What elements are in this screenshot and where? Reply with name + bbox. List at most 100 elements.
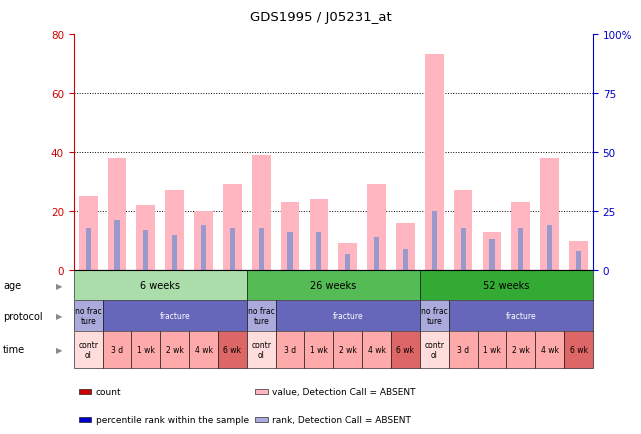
Bar <box>304 331 333 368</box>
Bar <box>103 301 247 331</box>
Bar <box>247 301 276 331</box>
Text: rank, Detection Call = ABSENT: rank, Detection Call = ABSENT <box>272 415 411 424</box>
Text: 6 wk: 6 wk <box>569 345 588 354</box>
Text: ▶: ▶ <box>56 345 63 354</box>
Bar <box>229 228 235 270</box>
Bar <box>276 331 304 368</box>
Bar <box>252 155 271 270</box>
Text: no frac
ture: no frac ture <box>248 306 274 325</box>
Text: protocol: protocol <box>3 311 43 321</box>
Text: contr
ol: contr ol <box>424 340 444 359</box>
Bar <box>258 228 264 270</box>
Text: fracture: fracture <box>333 311 363 320</box>
Bar <box>460 228 466 270</box>
Bar <box>281 203 299 270</box>
Bar <box>367 185 386 270</box>
Text: percentile rank within the sample: percentile rank within the sample <box>96 415 249 424</box>
Bar <box>374 237 379 270</box>
Bar <box>547 226 553 270</box>
Bar <box>512 203 530 270</box>
Text: 3 d: 3 d <box>457 345 469 354</box>
Text: count: count <box>96 387 121 396</box>
Bar <box>569 241 588 270</box>
Bar <box>483 232 501 270</box>
Text: fracture: fracture <box>160 311 190 320</box>
Bar <box>449 331 478 368</box>
Bar <box>338 244 357 270</box>
Text: ▶: ▶ <box>56 311 63 320</box>
Bar <box>506 331 535 368</box>
Text: 26 weeks: 26 weeks <box>310 281 356 291</box>
Bar <box>223 185 242 270</box>
Text: no frac
ture: no frac ture <box>75 306 101 325</box>
Bar <box>420 301 449 331</box>
Text: age: age <box>3 281 21 291</box>
Bar <box>535 331 564 368</box>
Bar <box>310 200 328 270</box>
Text: 52 weeks: 52 weeks <box>483 281 529 291</box>
Text: 4 wk: 4 wk <box>540 345 559 354</box>
Bar <box>79 418 92 422</box>
Bar <box>403 249 408 270</box>
Bar <box>431 211 437 270</box>
Text: 3 d: 3 d <box>111 345 123 354</box>
Bar <box>425 56 444 270</box>
Text: 1 wk: 1 wk <box>310 345 328 354</box>
Text: ▶: ▶ <box>56 281 63 290</box>
Bar <box>255 389 268 394</box>
Bar <box>165 191 184 270</box>
Text: 1 wk: 1 wk <box>137 345 154 354</box>
Bar <box>255 418 268 422</box>
Bar <box>247 331 276 368</box>
Bar <box>189 331 218 368</box>
Bar <box>576 252 581 270</box>
Text: 2 wk: 2 wk <box>339 345 356 354</box>
Bar <box>276 301 420 331</box>
Bar <box>362 331 391 368</box>
Bar <box>131 331 160 368</box>
Bar <box>103 331 131 368</box>
Bar <box>391 331 420 368</box>
Bar <box>194 211 213 270</box>
Text: contr
ol: contr ol <box>78 340 98 359</box>
Bar <box>74 301 103 331</box>
Bar <box>449 301 593 331</box>
Text: 4 wk: 4 wk <box>367 345 386 354</box>
Text: 4 wk: 4 wk <box>194 345 213 354</box>
Bar <box>160 331 189 368</box>
Text: 6 wk: 6 wk <box>396 345 415 354</box>
Bar <box>85 228 91 270</box>
Text: fracture: fracture <box>506 311 536 320</box>
Text: 6 wk: 6 wk <box>223 345 242 354</box>
Text: 1 wk: 1 wk <box>483 345 501 354</box>
Text: value, Detection Call = ABSENT: value, Detection Call = ABSENT <box>272 387 415 396</box>
Bar <box>108 158 126 270</box>
Bar <box>74 331 103 368</box>
Bar <box>518 228 524 270</box>
Bar <box>247 270 420 301</box>
Text: time: time <box>3 345 26 355</box>
Bar <box>396 223 415 270</box>
Text: contr
ol: contr ol <box>251 340 271 359</box>
Bar <box>287 233 293 270</box>
Bar <box>420 270 593 301</box>
Bar <box>143 230 149 270</box>
Bar <box>333 331 362 368</box>
Bar <box>454 191 472 270</box>
Bar <box>316 233 322 270</box>
Bar <box>218 331 247 368</box>
Text: 6 weeks: 6 weeks <box>140 281 180 291</box>
Bar <box>114 221 120 270</box>
Bar <box>74 270 247 301</box>
Bar <box>172 235 178 270</box>
Bar <box>79 197 97 270</box>
Bar <box>478 331 506 368</box>
Text: no frac
ture: no frac ture <box>421 306 447 325</box>
Bar <box>201 226 206 270</box>
Bar <box>540 158 559 270</box>
Bar <box>79 389 92 394</box>
Text: 2 wk: 2 wk <box>512 345 529 354</box>
Text: 2 wk: 2 wk <box>166 345 183 354</box>
Bar <box>345 254 351 270</box>
Bar <box>489 240 495 270</box>
